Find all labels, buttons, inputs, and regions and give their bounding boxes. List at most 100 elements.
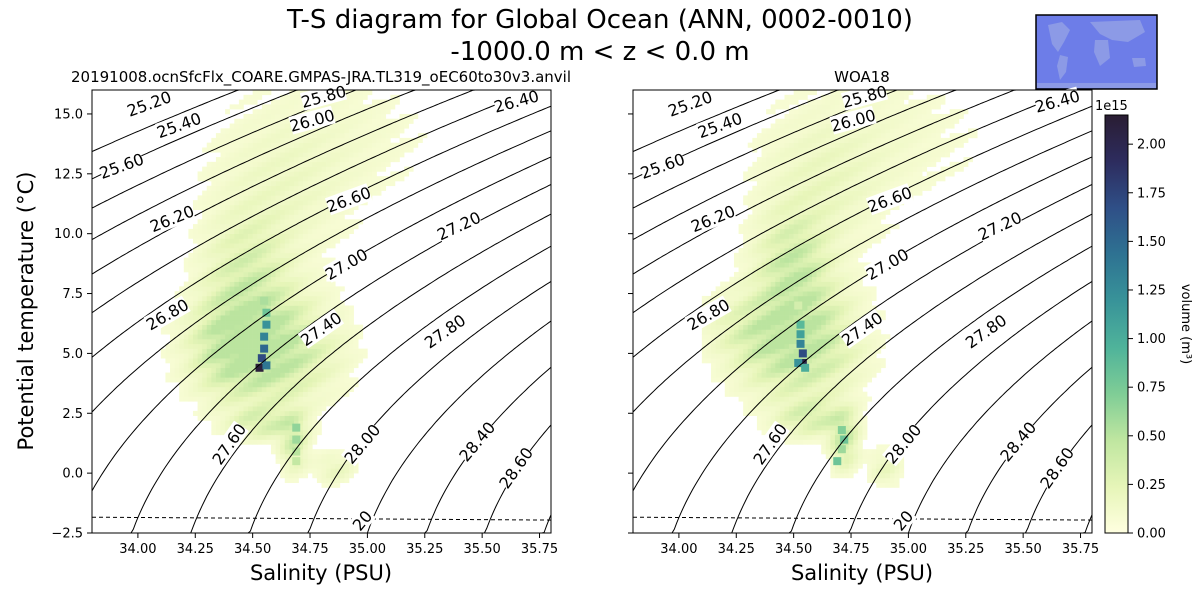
heatmap-cell xyxy=(316,200,322,206)
heatmap-cell xyxy=(271,190,276,196)
heatmap-cell xyxy=(743,295,749,302)
heatmap-cell xyxy=(280,147,286,153)
heatmap-cell xyxy=(752,267,758,273)
heatmap-cell xyxy=(729,334,735,340)
heatmap-cell xyxy=(834,420,840,426)
heatmap-cell xyxy=(381,166,387,172)
heatmap-cell xyxy=(853,233,859,239)
heatmap-cell xyxy=(220,391,226,397)
heatmap-cell xyxy=(349,152,354,158)
heatmap-cell xyxy=(266,233,272,239)
heatmap-cell xyxy=(303,420,309,426)
heatmap-cell xyxy=(816,295,822,302)
heatmap-cell xyxy=(830,252,836,258)
heatmap-cell xyxy=(789,401,794,407)
heatmap-cell xyxy=(775,410,781,416)
heatmap-cell xyxy=(170,362,175,369)
heatmap-cell xyxy=(775,257,781,263)
heatmap-cell xyxy=(857,204,863,211)
heatmap-cell xyxy=(298,339,304,345)
heatmap-cell xyxy=(229,147,235,153)
heatmap-cell xyxy=(766,276,771,282)
heatmap-cell xyxy=(766,238,771,244)
heatmap-cell xyxy=(798,147,804,153)
heatmap-cell xyxy=(248,200,253,206)
heatmap-cell xyxy=(793,271,799,278)
heatmap-cell xyxy=(248,343,253,349)
heatmap-cell xyxy=(298,161,304,167)
heatmap-cell xyxy=(857,444,863,450)
heatmap-cell xyxy=(367,152,373,158)
heatmap-cell xyxy=(353,329,359,335)
heatmap-cell xyxy=(316,300,322,306)
heatmap-cell xyxy=(766,195,771,201)
heatmap-cell xyxy=(243,157,249,163)
heatmap-cell xyxy=(202,410,208,416)
heatmap-cell xyxy=(793,291,799,297)
heatmap-cell xyxy=(825,238,831,244)
heatmap-cell xyxy=(793,94,799,100)
heatmap-cell xyxy=(862,401,868,407)
heatmap-cell xyxy=(743,267,749,273)
heatmap-cell xyxy=(238,243,244,249)
heatmap-cell xyxy=(353,339,359,345)
heatmap-cell xyxy=(844,353,850,359)
heatmap-cell xyxy=(316,171,322,177)
heatmap-cell xyxy=(353,362,359,369)
heatmap-cell xyxy=(252,439,258,445)
heatmap-cell xyxy=(802,410,808,416)
heatmap-cell xyxy=(165,353,171,359)
heatmap-cell xyxy=(798,113,804,120)
heatmap-cell xyxy=(234,281,240,287)
heatmap-cell xyxy=(862,420,868,426)
heatmap-cell xyxy=(862,434,868,440)
heatmap-cell xyxy=(215,353,221,359)
heatmap-cell xyxy=(303,305,309,311)
heatmap-cell xyxy=(807,425,813,431)
contour-label-bg xyxy=(125,87,173,120)
heatmap-cell xyxy=(257,420,263,426)
heatmap-cell xyxy=(234,128,240,134)
heatmap-cell xyxy=(312,434,318,440)
heatmap-cell xyxy=(789,233,794,239)
heatmap-cell xyxy=(188,257,194,263)
heatmap-cell xyxy=(335,329,341,335)
heatmap-cell xyxy=(211,358,217,364)
y-tick-label: 7.5 xyxy=(62,287,83,302)
heatmap-cell xyxy=(807,315,813,321)
heatmap-cell xyxy=(234,262,240,268)
heatmap-cell xyxy=(316,449,322,455)
heatmap-cell xyxy=(775,185,781,191)
heatmap-cell xyxy=(206,362,212,369)
heatmap-cell xyxy=(335,477,341,484)
heatmap-cell xyxy=(298,449,304,455)
heatmap-cell xyxy=(784,377,790,383)
heatmap-cell xyxy=(711,295,716,302)
heatmap-cell xyxy=(793,386,799,393)
heatmap-cell xyxy=(857,190,863,196)
heatmap-cell xyxy=(335,286,341,292)
heatmap-cell xyxy=(761,420,767,426)
heatmap-cell xyxy=(775,233,781,239)
heatmap-cell xyxy=(738,300,744,306)
heatmap-cell xyxy=(316,315,322,321)
heatmap-cell xyxy=(807,276,813,282)
heatmap-cell xyxy=(798,190,804,196)
heatmap-cell xyxy=(770,305,776,311)
heatmap-cell xyxy=(766,339,771,345)
heatmap-cell xyxy=(248,329,253,335)
heatmap-cell xyxy=(243,99,249,105)
heatmap-cell xyxy=(312,310,318,316)
heatmap-cell xyxy=(238,276,244,282)
heatmap-cell xyxy=(289,444,295,450)
heatmap-cell xyxy=(183,319,189,325)
heatmap-cell xyxy=(789,329,794,335)
heatmap-cell xyxy=(834,339,840,345)
heatmap-cell xyxy=(862,348,868,354)
heatmap-cell xyxy=(834,281,840,287)
heatmap-cell xyxy=(816,161,822,167)
heatmap-cell xyxy=(706,343,712,349)
heatmap-cell xyxy=(307,142,313,148)
heatmap-cell xyxy=(298,453,304,460)
heatmap-cell xyxy=(399,137,405,143)
